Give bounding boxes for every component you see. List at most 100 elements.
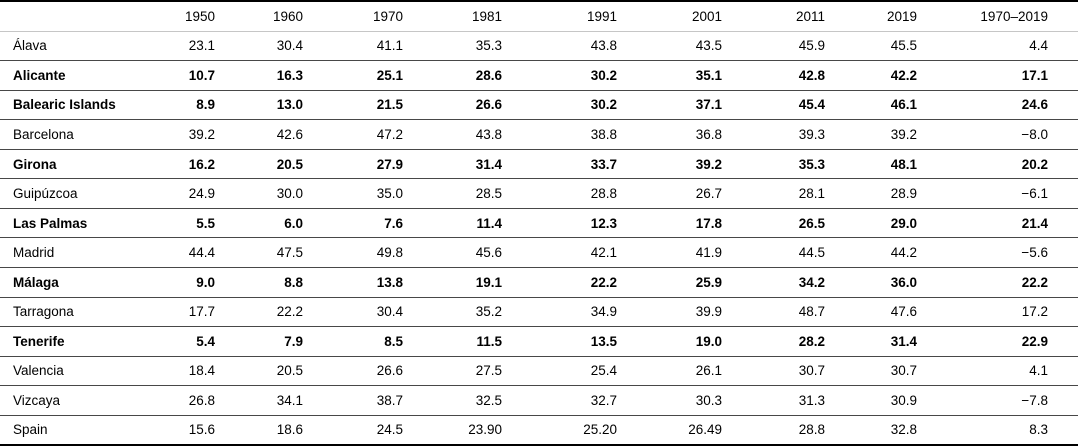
value-cell: 26.7 [627, 178, 732, 209]
table-row: Las Palmas 5.5 6.0 7.6 11.4 12.3 17.8 26.5 29.0 2… [0, 208, 1078, 239]
value-cell: 26.8 [152, 385, 225, 416]
value-cell: 5.4 [152, 326, 225, 357]
row-label: Tenerife [0, 326, 152, 357]
value-cell: 41.1 [313, 31, 413, 62]
value-cell: 8.8 [225, 267, 313, 298]
table-row: Barcelona 39.2 42.6 47.2 43.8 38.8 36.8 39.3 39.… [0, 119, 1078, 150]
value-cell: 8.5 [313, 326, 413, 357]
value-cell: 47.2 [313, 119, 413, 150]
value-cell: 25.4 [512, 356, 627, 387]
value-cell: 28.2 [732, 326, 835, 357]
value-cell: 21.5 [313, 90, 413, 121]
value-cell: 35.2 [413, 297, 512, 328]
value-cell: 43.8 [512, 31, 627, 62]
value-cell: 28.9 [835, 178, 927, 209]
row-label: Barcelona [0, 119, 152, 150]
table-row: Guipúzcoa 24.9 30.0 35.0 28.5 28.8 26.7 28.1 28.… [0, 178, 1078, 209]
value-cell: 17.7 [152, 297, 225, 328]
value-cell: 33.7 [512, 149, 627, 180]
value-cell: 39.2 [152, 119, 225, 150]
value-cell: 46.1 [835, 90, 927, 121]
row-label: Tarragona [0, 297, 152, 328]
value-cell: 32.7 [512, 385, 627, 416]
value-cell: 43.5 [627, 31, 732, 62]
table-row: Álava 23.1 30.4 41.1 35.3 43.8 43.5 45.9 45.5 4.4 [0, 31, 1078, 62]
value-cell: 30.3 [627, 385, 732, 416]
year-column-header: 2001 [627, 1, 732, 32]
corner-header [0, 1, 152, 32]
value-cell: 39.2 [835, 119, 927, 150]
value-cell: 24.6 [927, 90, 1078, 121]
row-label: Málaga [0, 267, 152, 298]
year-column-header: 1950 [152, 1, 225, 32]
value-cell: 28.8 [512, 178, 627, 209]
value-cell: 22.2 [512, 267, 627, 298]
value-cell: 8.9 [152, 90, 225, 121]
value-cell: 47.6 [835, 297, 927, 328]
value-cell: 35.1 [627, 60, 732, 91]
value-cell: 30.9 [835, 385, 927, 416]
value-cell: 22.9 [927, 326, 1078, 357]
value-cell: 35.3 [413, 31, 512, 62]
value-cell: 12.3 [512, 208, 627, 239]
value-cell: −5.6 [927, 237, 1078, 268]
value-cell: 29.0 [835, 208, 927, 239]
header-row: 1950 1960 1970 1981 1991 2001 2011 2019 1970–201… [0, 1, 1078, 32]
year-column-header: 1970–2019 [927, 1, 1078, 32]
value-cell: 13.5 [512, 326, 627, 357]
value-cell: 28.6 [413, 60, 512, 91]
value-cell: 44.4 [152, 237, 225, 268]
row-label: Balearic Islands [0, 90, 152, 121]
value-cell: 32.5 [413, 385, 512, 416]
value-cell: 7.6 [313, 208, 413, 239]
value-cell: 24.5 [376, 422, 403, 438]
row-label: Guipúzcoa [0, 178, 152, 209]
table-row: Balearic Islands 8.9 13.0 21.5 26.6 30.2 37.1 4… [0, 90, 1078, 121]
value-cell: 39.2 [627, 149, 732, 180]
value-cell: 42.1 [512, 237, 627, 268]
value-cell: 4.1 [927, 356, 1078, 387]
value-cell: 11.5 [413, 326, 512, 357]
row-label: Vizcaya [0, 385, 152, 416]
value-cell: 34.2 [732, 267, 835, 298]
value-cell: 45.5 [835, 31, 927, 62]
value-cell: 26.5 [732, 208, 835, 239]
table-row: Madrid 44.4 47.5 49.8 45.6 42.1 41.9 44.5 44.2 −5… [0, 237, 1078, 268]
value-cell: 30.7 [835, 356, 927, 387]
value-cell: 38.7 [313, 385, 413, 416]
value-cell: 36.0 [835, 267, 927, 298]
value-cell: 39.3 [732, 119, 835, 150]
value-cell: 30.2 [512, 90, 627, 121]
value-cell: 30.0 [225, 178, 313, 209]
year-column-header: 2011 [732, 1, 835, 32]
row-label: Girona [0, 149, 152, 180]
row-label: Madrid [0, 237, 152, 268]
value-cell: 11.4 [413, 208, 512, 239]
row-label: Alicante [0, 60, 152, 91]
value-cell: 17.2 [927, 297, 1078, 328]
value-cell: 5.5 [152, 208, 225, 239]
value-cell: 44.2 [835, 237, 927, 268]
value-cell: 22.2 [927, 267, 1078, 298]
value-cell: 39.9 [627, 297, 732, 328]
value-cell: 20.2 [927, 149, 1078, 180]
row-label: Valencia [0, 356, 152, 387]
value-cell: 36.8 [627, 119, 732, 150]
table-row: Spain 15.6 18.6 24.5 23.90 25.20 26.49 28.8 32.8… [0, 415, 1078, 445]
value-cell: 45.4 [732, 90, 835, 121]
value-cell: 19.1 [413, 267, 512, 298]
value-cell: 15.6 [188, 422, 215, 438]
value-cell: 41.9 [627, 237, 732, 268]
value-cell: 16.3 [225, 60, 313, 91]
value-cell: 47.5 [225, 237, 313, 268]
value-cell: 28.8 [798, 422, 825, 438]
value-cell: 10.7 [152, 60, 225, 91]
value-cell: 38.8 [512, 119, 627, 150]
value-cell: −7.8 [927, 385, 1078, 416]
table-row: Valencia 18.4 20.5 26.6 27.5 25.4 26.1 30.7 30.7… [0, 356, 1078, 387]
year-column-header: 1970 [313, 1, 413, 32]
value-cell: 18.4 [152, 356, 225, 387]
value-cell: −6.1 [927, 178, 1078, 209]
value-cell: 32.8 [890, 422, 917, 438]
